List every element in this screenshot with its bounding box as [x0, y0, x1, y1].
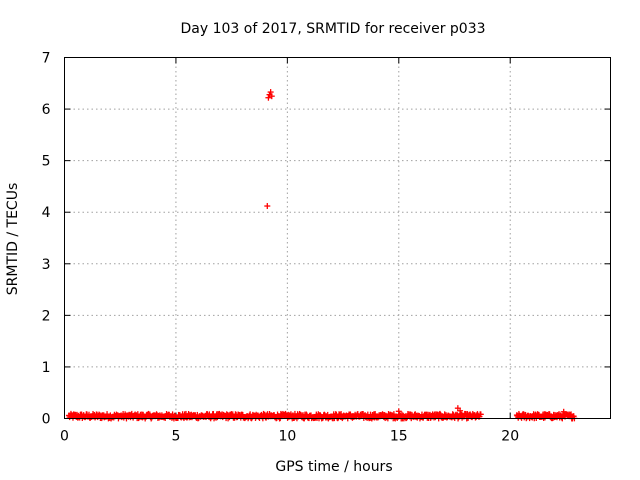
data-point	[265, 94, 272, 101]
y-axis-label: SRMTID / TECUs	[5, 183, 21, 296]
grid	[64, 57, 611, 419]
data-point	[560, 408, 567, 415]
y-tick-label: 3	[42, 257, 51, 273]
y-tick-label: 5	[42, 154, 51, 170]
data-point	[268, 93, 275, 100]
data-point	[383, 414, 390, 421]
plot-frame	[64, 57, 611, 419]
data-point	[303, 411, 310, 418]
data-points	[65, 89, 578, 422]
y-tick-label: 4	[42, 205, 51, 221]
chart-title: Day 103 of 2017, SRMTID for receiver p03…	[180, 21, 485, 37]
x-tick-label: 10	[278, 429, 296, 445]
x-tick-label: 15	[390, 429, 408, 445]
data-point	[267, 89, 274, 96]
y-tick-label: 2	[42, 308, 51, 324]
data-point	[395, 408, 402, 415]
x-tick-label: 5	[171, 429, 180, 445]
y-tick-label: 7	[42, 51, 51, 67]
data-point	[264, 203, 271, 210]
y-tick-label: 0	[42, 412, 51, 428]
data-point	[477, 411, 484, 418]
axis-ticks: 0 5 10 15 20 0 1 2 3 4 5 6 7	[42, 51, 611, 445]
data-point	[185, 410, 192, 417]
x-tick-label: 20	[501, 429, 519, 445]
y-tick-label: 1	[42, 360, 51, 376]
data-point	[457, 407, 464, 414]
x-tick-label: 0	[60, 429, 69, 445]
x-axis-label: GPS time / hours	[275, 459, 392, 475]
y-tick-label: 6	[42, 102, 51, 118]
